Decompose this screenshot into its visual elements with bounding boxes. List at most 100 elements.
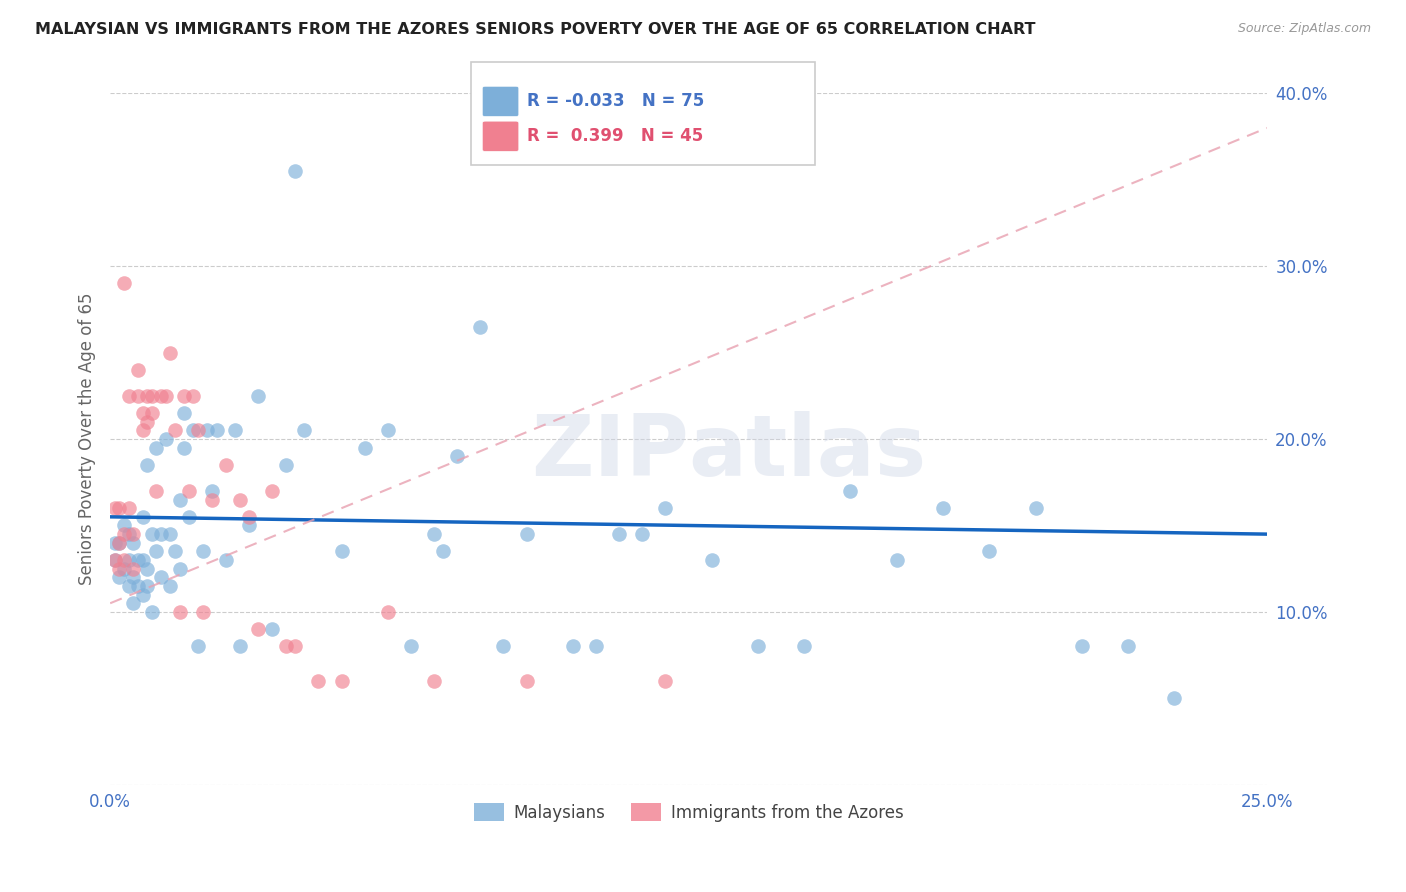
- Point: [492, 640, 515, 654]
- Point: [228, 640, 250, 654]
- Point: [432, 544, 454, 558]
- Point: [131, 588, 153, 602]
- Point: [1025, 501, 1047, 516]
- Point: [112, 553, 135, 567]
- Point: [516, 527, 538, 541]
- Point: [136, 579, 159, 593]
- Point: [247, 389, 270, 403]
- Text: MALAYSIAN VS IMMIGRANTS FROM THE AZORES SENIORS POVERTY OVER THE AGE OF 65 CORRE: MALAYSIAN VS IMMIGRANTS FROM THE AZORES …: [35, 22, 1036, 37]
- Point: [423, 527, 446, 541]
- Point: [141, 527, 163, 541]
- Point: [747, 640, 769, 654]
- Point: [516, 674, 538, 689]
- Text: R =  0.399   N = 45: R = 0.399 N = 45: [527, 128, 703, 145]
- Point: [136, 389, 159, 403]
- Point: [377, 605, 399, 619]
- Point: [131, 553, 153, 567]
- Point: [177, 509, 200, 524]
- Point: [145, 441, 167, 455]
- Y-axis label: Seniors Poverty Over the Age of 65: Seniors Poverty Over the Age of 65: [79, 293, 96, 585]
- Point: [839, 483, 862, 498]
- Point: [104, 553, 127, 567]
- Point: [131, 424, 153, 438]
- Point: [247, 622, 270, 636]
- Point: [284, 640, 307, 654]
- Point: [700, 553, 723, 567]
- Point: [228, 492, 250, 507]
- Text: Source: ZipAtlas.com: Source: ZipAtlas.com: [1237, 22, 1371, 36]
- Point: [330, 544, 353, 558]
- Point: [118, 579, 141, 593]
- Point: [127, 389, 149, 403]
- Point: [423, 674, 446, 689]
- Point: [561, 640, 583, 654]
- Point: [215, 553, 238, 567]
- Point: [274, 458, 297, 472]
- Point: [155, 432, 177, 446]
- Point: [399, 640, 422, 654]
- Point: [118, 501, 141, 516]
- Point: [173, 441, 195, 455]
- Point: [159, 527, 181, 541]
- Point: [201, 483, 224, 498]
- Point: [187, 640, 209, 654]
- Point: [177, 483, 200, 498]
- Point: [118, 389, 141, 403]
- Point: [159, 579, 181, 593]
- Point: [108, 535, 131, 549]
- Point: [127, 363, 149, 377]
- Point: [145, 544, 167, 558]
- Point: [141, 605, 163, 619]
- Point: [238, 509, 260, 524]
- Point: [654, 674, 676, 689]
- Point: [150, 527, 173, 541]
- Point: [1116, 640, 1139, 654]
- Point: [307, 674, 329, 689]
- Point: [284, 164, 307, 178]
- Point: [112, 527, 135, 541]
- Point: [127, 579, 149, 593]
- Point: [155, 389, 177, 403]
- Point: [159, 345, 181, 359]
- Point: [446, 450, 468, 464]
- Point: [163, 424, 186, 438]
- Point: [607, 527, 630, 541]
- Point: [112, 277, 135, 291]
- Point: [353, 441, 375, 455]
- Point: [631, 527, 654, 541]
- Point: [118, 527, 141, 541]
- Point: [136, 562, 159, 576]
- Point: [141, 406, 163, 420]
- Point: [1070, 640, 1092, 654]
- Point: [108, 570, 131, 584]
- Point: [187, 424, 209, 438]
- Point: [886, 553, 908, 567]
- Point: [122, 535, 145, 549]
- Point: [122, 596, 145, 610]
- Point: [150, 389, 173, 403]
- Point: [262, 483, 284, 498]
- Point: [141, 389, 163, 403]
- Point: [169, 562, 191, 576]
- Point: [979, 544, 1001, 558]
- Point: [191, 544, 214, 558]
- Point: [108, 501, 131, 516]
- Point: [104, 535, 127, 549]
- Point: [131, 509, 153, 524]
- Point: [173, 389, 195, 403]
- Point: [127, 553, 149, 567]
- Point: [932, 501, 955, 516]
- Point: [294, 424, 316, 438]
- Point: [201, 492, 224, 507]
- Point: [183, 389, 205, 403]
- Point: [169, 605, 191, 619]
- Point: [262, 622, 284, 636]
- Point: [108, 562, 131, 576]
- Point: [150, 570, 173, 584]
- Point: [136, 415, 159, 429]
- Point: [169, 492, 191, 507]
- Point: [112, 562, 135, 576]
- Point: [173, 406, 195, 420]
- Text: R = -0.033   N = 75: R = -0.033 N = 75: [527, 93, 704, 111]
- Point: [104, 553, 127, 567]
